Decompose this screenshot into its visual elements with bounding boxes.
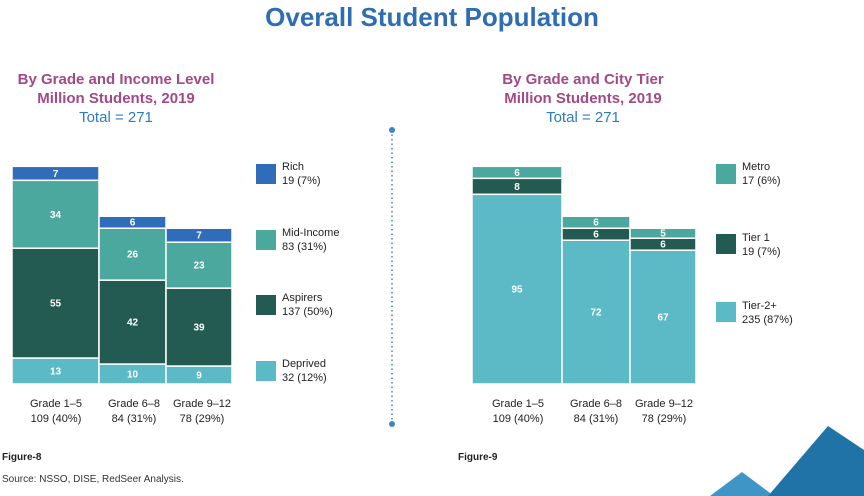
chart-1-xlabel-2: Grade 9–12 78 (29%)	[162, 397, 242, 427]
legend-value-deprived: 32 (12%)	[282, 372, 327, 384]
x-category: Grade 9–12	[172, 398, 232, 410]
x-category-total: 84 (31%)	[111, 413, 157, 425]
data-label: 6	[593, 218, 599, 229]
chart-1-title: By Grade and Income Level	[17, 71, 215, 88]
data-label: 5	[660, 229, 666, 240]
bar-segment-metro	[629, 227, 697, 239]
x-category: Grade 6–8	[570, 398, 622, 410]
data-label: 6	[593, 230, 599, 241]
data-label: 6	[130, 218, 136, 229]
data-label: 42	[127, 318, 139, 329]
bar-segment-tier-2-	[471, 193, 563, 385]
bar-segment-aspirers	[165, 287, 233, 367]
bar-segment-metro	[471, 165, 563, 180]
legend-value-tier-1: 19 (7%)	[742, 246, 781, 258]
bar-segment-mid-income	[98, 227, 167, 281]
chart-2-total: Total = 271	[546, 109, 620, 126]
x-category: Grade 6–8	[108, 398, 160, 410]
data-label: 6	[660, 240, 666, 251]
data-label: 67	[657, 313, 669, 324]
bar-segment-aspirers	[11, 247, 100, 359]
bar-segment-metro	[561, 215, 631, 229]
data-label: 72	[590, 308, 602, 319]
x-category: Grade 1–5	[30, 398, 82, 410]
legend-label-mid-income: Mid-Income	[282, 227, 340, 239]
legend-label-tier-2-plus: Tier-2+	[742, 300, 777, 312]
legend-value-tier-2-plus: 235 (87%)	[742, 314, 793, 326]
x-category-total: 84 (31%)	[573, 413, 619, 425]
data-label: 7	[53, 169, 59, 180]
chart-2-subtitle: Million Students, 2019	[504, 90, 662, 107]
x-category-total: 109 (40%)	[492, 413, 544, 425]
chart-1-bars: 13 55 34 7 10 42 26 6 9 39 23 7	[11, 165, 233, 385]
legend-swatch-tier-2-plus	[716, 302, 736, 322]
legend-swatch-tier-1	[716, 234, 736, 254]
legend-label-tier-1: Tier 1	[742, 232, 770, 244]
legend-value-aspirers: 137 (50%)	[282, 306, 333, 318]
legend-label-rich: Rich	[282, 161, 305, 173]
chart-2-xlabel-0: Grade 1–5 109 (40%)	[478, 397, 558, 427]
legend-label-aspirers: Aspirers	[282, 292, 323, 304]
data-label: 9	[196, 371, 202, 382]
legend-value-metro: 17 (6%)	[742, 175, 781, 187]
chart-1-xlabel-0: Grade 1–5 109 (40%)	[16, 397, 96, 427]
x-category-total: 78 (29%)	[179, 413, 225, 425]
data-label: 34	[50, 210, 62, 221]
chart-1-total: Total = 271	[79, 109, 153, 126]
bar-segment-rich	[165, 227, 233, 243]
data-label: 8	[514, 182, 520, 193]
chart-2-title: By Grade and City Tier	[502, 71, 664, 88]
legend-swatch-deprived	[256, 361, 276, 381]
legend-swatch-rich	[256, 164, 276, 184]
data-label: 39	[193, 323, 205, 334]
chart-1-xlabel-1: Grade 6–8 84 (31%)	[94, 397, 174, 427]
x-category: Grade 1–5	[492, 398, 544, 410]
legend-swatch-metro	[716, 164, 736, 184]
x-category-total: 78 (29%)	[641, 413, 687, 425]
chart-2-xlabel-1: Grade 6–8 84 (31%)	[556, 397, 636, 427]
data-label: 6	[514, 168, 520, 179]
data-label: 26	[127, 250, 139, 261]
bar-segment-rich	[98, 215, 167, 229]
page-title: Overall Student Population	[265, 2, 599, 32]
data-label: 55	[50, 299, 62, 310]
chart-2-xlabel-2: Grade 9–12 78 (29%)	[624, 397, 704, 427]
data-label: 10	[127, 370, 139, 381]
small-peak-shape	[710, 472, 774, 496]
chart-1-subtitle: Million Students, 2019	[37, 90, 195, 107]
figure-9-label: Figure-9	[458, 452, 498, 463]
legend-swatch-aspirers	[256, 295, 276, 315]
data-label: 23	[193, 261, 205, 272]
bar-segment-tier-2-	[561, 239, 631, 385]
legend-label-metro: Metro	[742, 161, 771, 173]
figure-8-label: Figure-8	[2, 452, 42, 463]
x-category: Grade 9–12	[634, 398, 694, 410]
bar-segment-tier-2-	[629, 249, 697, 385]
data-label: 13	[50, 367, 62, 378]
mountain-decoration	[710, 426, 864, 496]
bar-segment-rich	[11, 165, 100, 182]
data-label: 7	[196, 231, 202, 242]
chart-1-header: By Grade and Income Level Million Studen…	[0, 70, 232, 127]
legend-value-rich: 19 (7%)	[282, 175, 321, 187]
large-peak-shape	[768, 426, 864, 496]
x-category-total: 109 (40%)	[30, 413, 82, 425]
chart-2-header: By Grade and City Tier Million Students,…	[452, 70, 714, 127]
data-label: 95	[511, 285, 523, 296]
bar-segment-mid-income	[165, 241, 233, 289]
legend-value-mid-income: 83 (31%)	[282, 241, 327, 253]
bar-segment-deprived	[11, 357, 100, 385]
section-divider	[389, 127, 395, 427]
legend-label-deprived: Deprived	[282, 358, 327, 370]
legend-swatch-mid-income	[256, 230, 276, 250]
source-note: Source: NSSO, DISE, RedSeer Analysis.	[2, 474, 184, 485]
